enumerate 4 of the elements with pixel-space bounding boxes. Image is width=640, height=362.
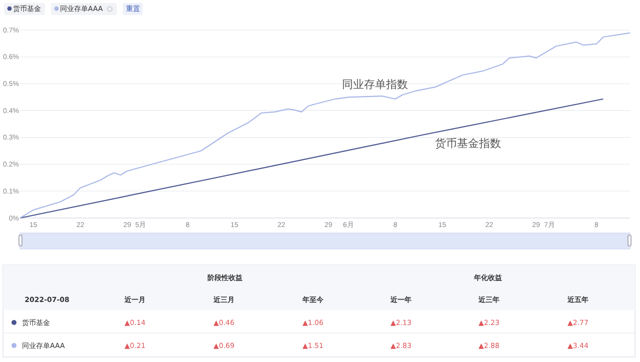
- line-series: [19, 32, 631, 219]
- line-series: [19, 98, 604, 219]
- annotation: 同业存单指数: [342, 78, 408, 91]
- annotation: 货币基金指数: [435, 137, 501, 150]
